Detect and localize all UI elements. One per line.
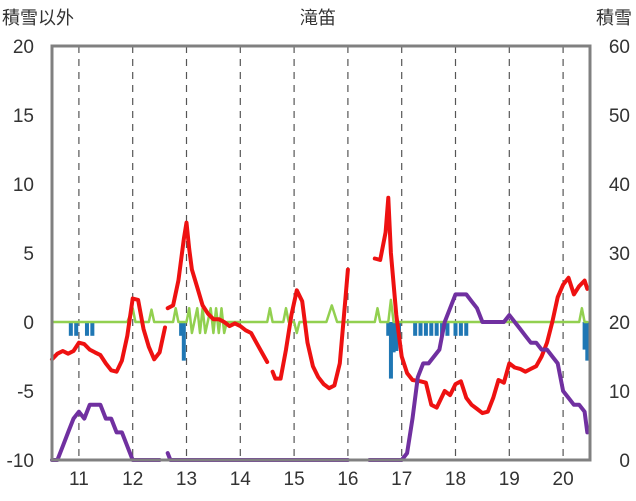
x-axis-ticks: 11 12 13 14 15 16 17 18 19 20 [69,469,574,490]
precipitation-bar [68,322,73,336]
x-tick-label: 18 [445,469,466,490]
left-tick-label: 20 [13,37,34,58]
precipitation-bar [74,322,79,336]
precipitation-bar [582,322,587,350]
snow-depth-line [367,292,590,462]
precipitation-bar [423,322,428,336]
plot-frame [50,44,592,462]
left-tick-label: 10 [13,175,34,196]
precipitation-bars [68,322,590,379]
left-axis-ticks: 20 15 10 5 0 -5 -10 [7,37,34,472]
x-tick-label: 20 [553,469,574,490]
right-tick-label: 50 [609,106,630,127]
right-tick-label: 0 [619,451,630,472]
precipitation-bar [458,322,463,336]
x-tick-label: 13 [176,469,197,490]
x-tick-label: 15 [284,469,305,490]
left-tick-label: 15 [13,106,34,127]
precipitation-bar [453,322,458,336]
precipitation-bar [394,322,399,351]
x-tick-label: 11 [69,469,89,490]
x-tick-label: 19 [499,469,520,490]
x-tick-label: 16 [337,469,358,490]
precipitation-bar [181,322,186,361]
snow-depth-line [50,402,162,462]
temperature-line [270,267,350,391]
precipitation-bar [445,322,450,336]
precipitation-bar [434,322,439,336]
temperature-line [50,296,167,374]
precipitation-bar [386,322,391,336]
right-tick-label: 60 [609,37,630,58]
precipitation-bar [585,322,590,361]
gridlines [78,46,564,460]
left-axis-label: 積雪以外 [2,8,74,28]
left-tick-label: -10 [7,451,34,472]
left-tick-label: -5 [17,382,34,403]
precipitation-bar [429,322,434,336]
right-tick-label: 30 [609,244,630,265]
temperature-line [372,195,590,416]
right-axis-label: 積雪 [596,8,632,28]
chart-title: 滝笛 [300,8,336,28]
x-tick-label: 12 [122,469,143,490]
precipitation-bar [391,322,396,353]
precipitation-bar [84,322,89,336]
series-lines [50,195,590,462]
precipitation-bar [464,322,469,336]
sunshine-line [50,298,589,335]
left-tick-label: 5 [23,244,34,265]
x-tick-label: 17 [391,469,412,490]
precipitation-bar [179,322,184,336]
temperature-line [165,220,270,364]
right-tick-label: 10 [609,382,630,403]
x-tick-label: 14 [230,469,252,490]
precipitation-bar [388,322,393,379]
right-axis-ticks: 60 50 40 30 20 10 0 [609,37,630,472]
right-tick-label: 40 [609,175,630,196]
left-tick-label: 0 [23,313,34,334]
right-tick-label: 20 [609,313,630,334]
precipitation-bar [90,322,95,336]
precipitation-bar [418,322,423,336]
precipitation-bar [413,322,418,336]
